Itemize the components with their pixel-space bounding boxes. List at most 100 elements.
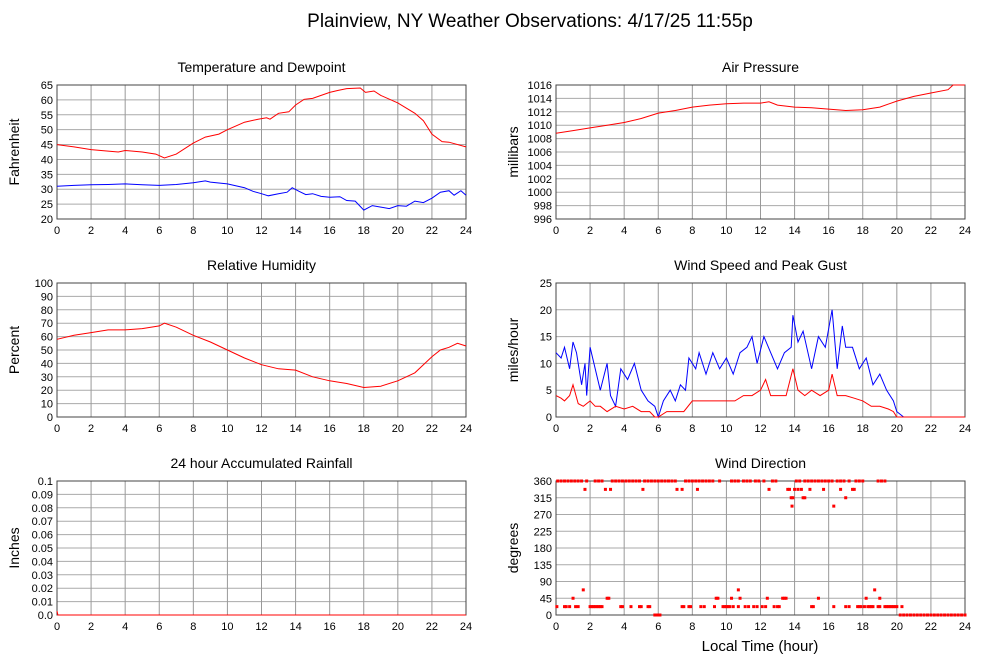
x-tick-label: 8: [689, 621, 695, 633]
direction-point: [851, 487, 855, 491]
y-tick-label: 1016: [528, 80, 552, 92]
x-tick-label: 14: [289, 621, 301, 633]
direction-point: [827, 479, 831, 483]
direction-point: [701, 479, 705, 483]
panel-title: 24 hour Accumulated Rainfall: [170, 455, 352, 471]
direction-point: [721, 605, 725, 609]
y-tick-label: 0.03: [32, 570, 53, 582]
direction-point: [915, 613, 919, 617]
direction-point: [603, 487, 607, 491]
temp-series-0-line: [56, 87, 467, 159]
x-tick-label: 10: [720, 225, 732, 237]
x-tick-label: 0: [54, 225, 60, 237]
direction-point: [576, 479, 580, 483]
direction-point: [620, 605, 624, 609]
direction-point: [777, 605, 781, 609]
x-tick-label: 12: [255, 225, 267, 237]
direction-point: [643, 479, 647, 483]
y-tick-label: 998: [534, 201, 552, 213]
direction-point: [660, 479, 664, 483]
direction-point: [767, 487, 771, 491]
y-tick-label: 0.05: [32, 543, 53, 555]
y-tick-label: 5: [546, 385, 552, 397]
y-axis-label: degrees: [505, 523, 521, 574]
direction-point: [787, 487, 791, 491]
y-tick-label: 1008: [528, 134, 552, 146]
direction-point: [699, 605, 703, 609]
direction-point: [890, 605, 894, 609]
direction-point: [689, 605, 693, 609]
direction-point: [609, 487, 613, 491]
direction-point: [808, 487, 812, 491]
y-tick-label: 60: [41, 332, 53, 344]
y-tick-label: 55: [41, 110, 53, 122]
y-tick-label: 225: [534, 526, 552, 538]
direction-point: [627, 479, 631, 483]
y-tick-label: 30: [41, 372, 53, 384]
x-tick-label: 16: [324, 225, 336, 237]
direction-point: [712, 605, 716, 609]
x-tick-label: 14: [289, 225, 301, 237]
x-tick-label: 18: [857, 621, 869, 633]
direction-point: [770, 479, 774, 483]
x-tick-label: 22: [925, 621, 937, 633]
x-tick-label: 2: [587, 621, 593, 633]
direction-point: [573, 479, 577, 483]
direction-point: [878, 596, 882, 600]
y-tick-label: 45: [41, 140, 53, 152]
direction-point: [638, 479, 642, 483]
direction-point: [639, 605, 643, 609]
direction-point: [714, 596, 718, 600]
direction-point: [782, 596, 786, 600]
direction-point: [839, 487, 843, 491]
x-tick-label: 2: [88, 225, 94, 237]
direction-point: [580, 479, 584, 483]
direction-point: [873, 588, 877, 592]
direction-point: [576, 605, 580, 609]
direction-point: [869, 605, 873, 609]
direction-point: [590, 605, 594, 609]
direction-point: [656, 479, 660, 483]
x-tick-label: 14: [788, 423, 800, 435]
x-tick-label: 6: [156, 225, 162, 237]
y-tick-label: 50: [41, 125, 53, 137]
x-tick-label: 18: [358, 621, 370, 633]
y-tick-label: 20: [41, 385, 53, 397]
direction-point: [764, 605, 768, 609]
y-tick-label: 0.0: [38, 610, 53, 622]
direction-point: [926, 613, 930, 617]
rain-series-0-line: [56, 610, 466, 616]
direction-point: [823, 479, 827, 483]
direction-point: [922, 613, 926, 617]
y-tick-label: 0.07: [32, 516, 53, 528]
y-tick-label: 1006: [528, 147, 552, 159]
direction-point: [879, 479, 883, 483]
direction-point: [794, 479, 798, 483]
direction-point: [888, 605, 892, 609]
x-tick-label: 2: [88, 423, 94, 435]
direction-point: [583, 487, 587, 491]
direction-point: [670, 479, 674, 483]
direction-point: [675, 487, 679, 491]
direction-point: [680, 605, 684, 609]
y-tick-label: 996: [534, 214, 552, 226]
direction-point: [718, 479, 722, 483]
direction-point: [607, 596, 611, 600]
direction-point: [747, 605, 751, 609]
x-tick-label: 22: [426, 621, 438, 633]
direction-point: [856, 605, 860, 609]
x-tick-label: 12: [255, 423, 267, 435]
y-tick-label: 0: [546, 412, 552, 424]
y-tick-label: 0.02: [32, 583, 53, 595]
y-tick-label: 45: [540, 593, 552, 605]
x-tick-label: 6: [156, 621, 162, 633]
direction-point: [905, 613, 909, 617]
direction-point: [736, 479, 740, 483]
direction-point: [711, 479, 715, 483]
direction-point: [680, 487, 684, 491]
x-tick-label: 2: [587, 225, 593, 237]
direction-point: [600, 605, 604, 609]
direction-point: [569, 479, 573, 483]
